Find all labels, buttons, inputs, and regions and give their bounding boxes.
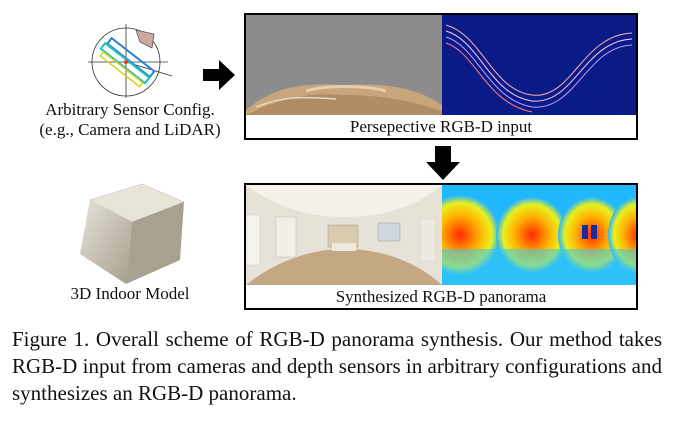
input-panel-label: Persepective RGB-D input — [349, 117, 533, 136]
arrow-right-icon — [203, 60, 235, 90]
indoor-model-caption: 3D Indoor Model — [70, 284, 190, 303]
perspective-rgb-image — [246, 15, 442, 115]
panorama-depth-image — [442, 185, 636, 285]
panorama-panel-label: Synthesized RGB-D panorama — [335, 287, 547, 306]
arrow-down-icon — [426, 146, 460, 180]
input-panel: Persepective RGB-D input — [244, 13, 638, 140]
indoor-model-icon — [80, 183, 185, 284]
figure-caption: Figure 1. Overall scheme of RGB-D panora… — [12, 327, 662, 405]
sensor-caption-line1: Arbitrary Sensor Config. — [45, 100, 215, 119]
panorama-rgb-image — [246, 185, 442, 285]
sensor-caption-line2: (e.g., Camera and LiDAR) — [39, 120, 221, 139]
perspective-depth-image — [442, 15, 636, 115]
sensor-config-icon — [88, 24, 173, 98]
panorama-panel: Synthesized RGB-D panorama — [244, 183, 638, 310]
